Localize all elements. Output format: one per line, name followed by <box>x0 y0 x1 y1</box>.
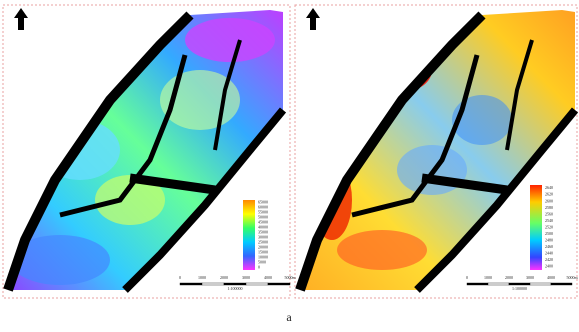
scale-ratio: 1:100000 <box>227 286 242 291</box>
colorbar-label: 2440 <box>545 251 553 256</box>
scale-segment <box>180 283 202 285</box>
scale-label: 0 <box>466 275 468 280</box>
colorbar <box>530 185 542 270</box>
scale-label: 5000m <box>566 275 578 280</box>
colorbar-label: 2400 <box>545 264 553 269</box>
caption: a <box>286 310 292 324</box>
scale-ratio: 1:100000 <box>512 286 527 291</box>
scale-segment <box>488 283 509 285</box>
scale-segment <box>467 283 488 285</box>
figure: a 65000600005500050000450004000035000300… <box>0 0 579 327</box>
scale-label: 5000m <box>284 275 296 280</box>
scale-label: 2000 <box>505 275 513 280</box>
scale-label: 1000 <box>198 275 206 280</box>
colorbar-label: 2540 <box>545 218 553 223</box>
colorbar-label: 2480 <box>545 237 553 242</box>
colorbar-label: 2600 <box>545 198 553 203</box>
scale-segment <box>551 283 572 285</box>
scale-segment <box>246 283 268 285</box>
colorbar-label: 2620 <box>545 192 553 197</box>
left-map <box>0 0 290 300</box>
colorbar-label: 2520 <box>545 224 553 229</box>
scale-segment <box>268 283 290 285</box>
scale-segment <box>530 283 551 285</box>
colorbar-label: 2420 <box>545 257 553 262</box>
scale-label: 0 <box>179 275 181 280</box>
scale-label: 2000 <box>220 275 228 280</box>
scale-segment <box>509 283 530 285</box>
north-arrow <box>306 8 320 30</box>
colorbar-label: 2500 <box>545 231 553 236</box>
colorbar <box>243 200 255 270</box>
north-arrow <box>14 8 28 30</box>
colorbar-label: 2460 <box>545 244 553 249</box>
scale-segment <box>202 283 224 285</box>
scale-label: 4000 <box>547 275 555 280</box>
scale-label: 1000 <box>484 275 492 280</box>
scale-label: 4000 <box>264 275 272 280</box>
colorbar-label: 2560 <box>545 211 553 216</box>
scale-segment <box>224 283 246 285</box>
right-map <box>292 0 579 300</box>
colorbar-label: 2640 <box>545 185 553 190</box>
scale-label: 3000 <box>242 275 250 280</box>
colorbar-label: 2580 <box>545 205 553 210</box>
colorbar-label: 0 <box>258 264 260 269</box>
scale-label: 3000 <box>526 275 534 280</box>
